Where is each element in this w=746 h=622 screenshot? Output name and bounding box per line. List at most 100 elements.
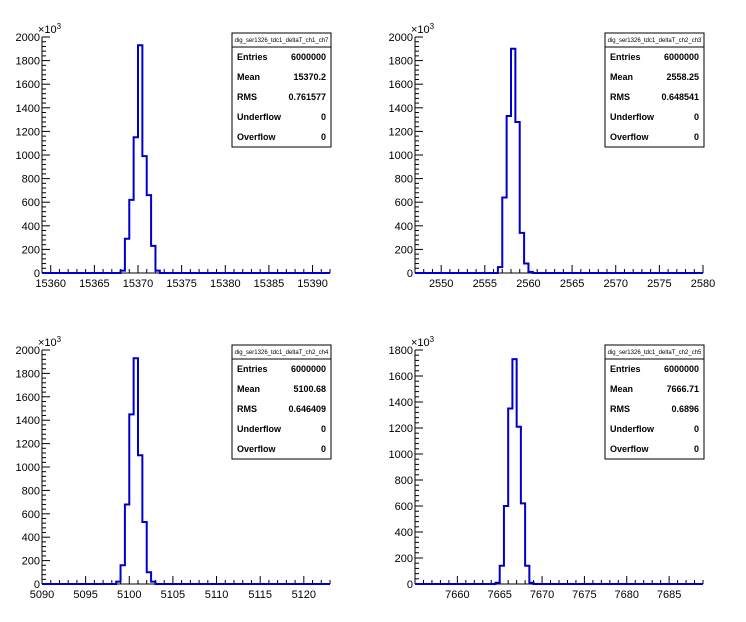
stats-row-value: 0 xyxy=(694,444,699,454)
y-tick-label: 600 xyxy=(22,509,40,521)
x-tick-label: 15380 xyxy=(210,278,241,290)
histogram-line xyxy=(42,357,330,585)
histogram-bin xyxy=(504,506,508,584)
histogram-bin xyxy=(151,246,155,273)
y-tick-label: 0 xyxy=(407,268,413,280)
y-tick-label: 1800 xyxy=(389,345,413,357)
histogram-bin xyxy=(512,359,516,584)
y-tick-label: 1200 xyxy=(16,126,40,138)
histogram-bin xyxy=(520,233,524,273)
stats-title: dig_ser1326_tdc1_deltaT_ch2_ch4 xyxy=(235,350,329,356)
histogram-panel-1: 0 200 400 600 800 1000 1200 1400 1600 1800 2000 153… xyxy=(16,22,332,290)
y-tick-label: 1400 xyxy=(389,103,413,115)
stats-row-label: RMS xyxy=(237,404,257,414)
x-tick-label: 7675 xyxy=(572,589,596,601)
histogram-bin xyxy=(121,565,125,584)
x-tick-label: 2580 xyxy=(691,278,715,290)
y-tick-label: 1400 xyxy=(389,397,413,409)
y-tick-label: 1000 xyxy=(389,449,413,461)
y-exponent-base: ×10 xyxy=(38,24,57,36)
histogram-bin xyxy=(138,45,142,273)
y-exponent-base: ×10 xyxy=(411,24,430,36)
y-tick-label: 600 xyxy=(395,197,413,209)
stats-row-value: 0.648541 xyxy=(661,92,699,102)
stats-row-value: 6000000 xyxy=(291,364,326,374)
y-tick-label: 1600 xyxy=(389,79,413,91)
stats-row-value: 0.646409 xyxy=(288,404,326,414)
histogram-panel-4: 0 200 400 600 800 1000 1200 1400 1600 1800 7660 766… xyxy=(389,335,705,601)
stats-row-value: 7666.71 xyxy=(666,384,699,394)
x-tick-label: 15365 xyxy=(79,278,110,290)
histogram-bin xyxy=(517,427,521,584)
y-exponent-label: ×103 xyxy=(38,335,62,349)
y-exponent-power: 3 xyxy=(430,22,435,31)
stats-row-label: RMS xyxy=(610,92,630,102)
y-tick-label: 800 xyxy=(22,485,40,497)
stats-row-label: Entries xyxy=(610,364,641,374)
histogram-bin xyxy=(142,522,146,584)
x-tick-label: 2555 xyxy=(473,278,497,290)
y-tick-label: 400 xyxy=(395,221,413,233)
x-tick-label: 15375 xyxy=(166,278,197,290)
stats-row-label: Overflow xyxy=(237,132,277,142)
stats-row-value: 0.761577 xyxy=(288,92,326,102)
y-tick-label: 800 xyxy=(395,475,413,487)
histogram-bin xyxy=(511,49,515,273)
y-tick-label: 600 xyxy=(22,197,40,209)
histogram-line xyxy=(415,358,703,585)
y-exponent-power: 3 xyxy=(57,22,62,31)
histogram-bin xyxy=(515,122,519,273)
stats-title: dig_ser1326_tdc1_deltaT_ch2_ch5 xyxy=(608,350,702,356)
y-tick-label: 1400 xyxy=(16,415,40,427)
stats-row-label: Underflow xyxy=(237,424,282,434)
stats-row-value: 0 xyxy=(321,424,326,434)
y-tick-label: 0 xyxy=(407,579,413,591)
y-tick-label: 1800 xyxy=(16,56,40,68)
y-tick-label: 2000 xyxy=(389,32,413,44)
histogram-bin xyxy=(498,267,502,273)
stats-row-label: Mean xyxy=(237,72,260,82)
histogram-bin xyxy=(147,195,151,273)
x-tick-label: 5105 xyxy=(161,589,185,601)
x-tick-label: 5120 xyxy=(292,589,316,601)
stats-row-value: 15370.2 xyxy=(293,72,326,82)
stats-title: dig_ser1326_tdc1_deltaT_ch1_ch7 xyxy=(235,38,329,44)
stats-row-value: 0 xyxy=(694,112,699,122)
stats-box-frame xyxy=(231,32,332,148)
y-tick-label: 200 xyxy=(395,244,413,256)
y-tick-label: 1200 xyxy=(389,126,413,138)
histogram-panel-3: 0 200 400 600 800 1000 1200 1400 1600 1800 2000 509… xyxy=(16,335,332,601)
histogram-bin xyxy=(116,582,120,584)
stats-row-label: Entries xyxy=(610,52,641,62)
histogram-bin xyxy=(528,272,532,273)
histogram-bin xyxy=(525,566,529,584)
histogram-bin xyxy=(125,239,129,273)
stats-row-label: Underflow xyxy=(610,112,655,122)
y-tick-label: 1600 xyxy=(16,79,40,91)
y-tick-label: 0 xyxy=(34,579,40,591)
stats-box-frame xyxy=(604,344,705,460)
histogram-bin xyxy=(500,566,504,584)
y-exponent-label: ×103 xyxy=(411,335,435,349)
x-tick-label: 7660 xyxy=(445,589,469,601)
y-tick-label: 1600 xyxy=(16,392,40,404)
stats-row-value: 0 xyxy=(321,444,326,454)
y-tick-label: 1800 xyxy=(16,368,40,380)
histogram-line xyxy=(415,47,703,274)
stats-row-label: Overflow xyxy=(610,132,650,142)
x-tick-label: 7680 xyxy=(615,589,639,601)
stats-row-label: Underflow xyxy=(237,112,282,122)
y-tick-label: 1600 xyxy=(389,371,413,383)
stats-box: dig_ser1326_tdc1_deltaT_ch1_ch7 Entries 60… xyxy=(231,32,332,148)
stats-row-value: 5100.68 xyxy=(293,384,326,394)
stats-row-value: 0 xyxy=(694,424,699,434)
y-tick-label: 2000 xyxy=(16,345,40,357)
stats-row-value: 0.6896 xyxy=(671,404,699,414)
histogram-bin xyxy=(155,271,159,273)
stats-row-label: RMS xyxy=(610,404,630,414)
y-exponent-base: ×10 xyxy=(411,337,430,349)
x-tick-label: 2565 xyxy=(560,278,584,290)
y-tick-label: 1400 xyxy=(16,103,40,115)
x-tick-label: 2560 xyxy=(516,278,540,290)
